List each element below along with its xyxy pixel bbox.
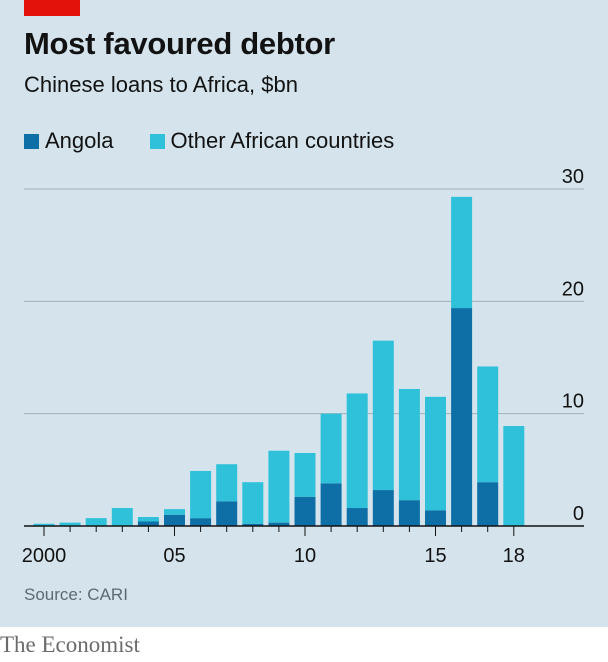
bar-angola-2012 xyxy=(346,508,368,526)
bar-other-2005 xyxy=(164,509,185,515)
bar-other-2001 xyxy=(59,522,81,526)
legend-swatch-angola xyxy=(24,133,39,149)
y-tick-label-30: 30 xyxy=(562,166,584,188)
bar-angola-2013 xyxy=(372,490,394,526)
source-note: Source: CARI xyxy=(24,585,128,604)
bar-angola-2010 xyxy=(294,496,316,526)
bar-other-2008 xyxy=(242,482,264,524)
bar-other-2002 xyxy=(85,518,107,526)
legend-label-other: Other African countries xyxy=(170,128,395,153)
bar-angola-2015 xyxy=(425,510,446,526)
bar-other-2016 xyxy=(451,196,473,309)
bar-angola-2016 xyxy=(451,308,473,526)
legend: Angola Other African countries xyxy=(24,128,430,154)
bar-other-2011 xyxy=(320,413,342,484)
x-tick-label-2000: 2000 xyxy=(22,545,67,567)
bar-angola-2007 xyxy=(216,501,238,526)
x-tick-label-2005: 05 xyxy=(163,545,185,567)
x-tick-label-2015: 15 xyxy=(424,545,446,567)
bar-other-2009 xyxy=(268,450,290,523)
brand-red-tag xyxy=(24,0,80,16)
bar-angola-2004 xyxy=(137,521,159,526)
legend-item-angola: Angola xyxy=(24,128,114,154)
bar-other-2018 xyxy=(503,426,525,526)
bar-angola-2006 xyxy=(190,518,212,526)
bar-angola-2005 xyxy=(164,514,185,526)
bar-chart: 0 10 20 30 2000 05 10 15 18 xyxy=(22,166,584,567)
y-tick-label-0: 0 xyxy=(573,503,584,525)
bar-other-2007 xyxy=(216,464,238,502)
bar-other-2000 xyxy=(33,523,55,526)
bar-other-2015 xyxy=(425,396,446,511)
x-tick-label-2010: 10 xyxy=(294,545,316,567)
bar-angola-2014 xyxy=(398,500,420,526)
legend-label-angola: Angola xyxy=(45,128,114,153)
bar-other-2012 xyxy=(346,393,368,509)
bar-angola-2011 xyxy=(320,483,342,526)
bar-angola-2008 xyxy=(242,523,264,526)
bar-other-2003 xyxy=(111,508,133,526)
y-tick-label-20: 20 xyxy=(562,278,584,300)
y-tick-label-10: 10 xyxy=(562,391,584,413)
chart-title: Most favoured debtor xyxy=(24,26,335,61)
bar-other-2010 xyxy=(294,452,316,497)
bar-other-2006 xyxy=(190,470,212,519)
bar-other-2014 xyxy=(398,388,420,501)
bar-other-2013 xyxy=(372,340,394,491)
legend-swatch-other xyxy=(149,133,165,149)
bar-angola-2009 xyxy=(268,522,290,526)
legend-item-other: Other African countries xyxy=(149,128,395,154)
bar-other-2004 xyxy=(137,517,159,522)
x-tick-label-2018: 18 xyxy=(503,545,525,567)
bar-other-2017 xyxy=(477,366,499,483)
bar-angola-2017 xyxy=(477,482,499,526)
economist-logo-text: The Economist xyxy=(0,632,140,657)
chart-subtitle: Chinese loans to Africa, $bn xyxy=(24,72,298,97)
